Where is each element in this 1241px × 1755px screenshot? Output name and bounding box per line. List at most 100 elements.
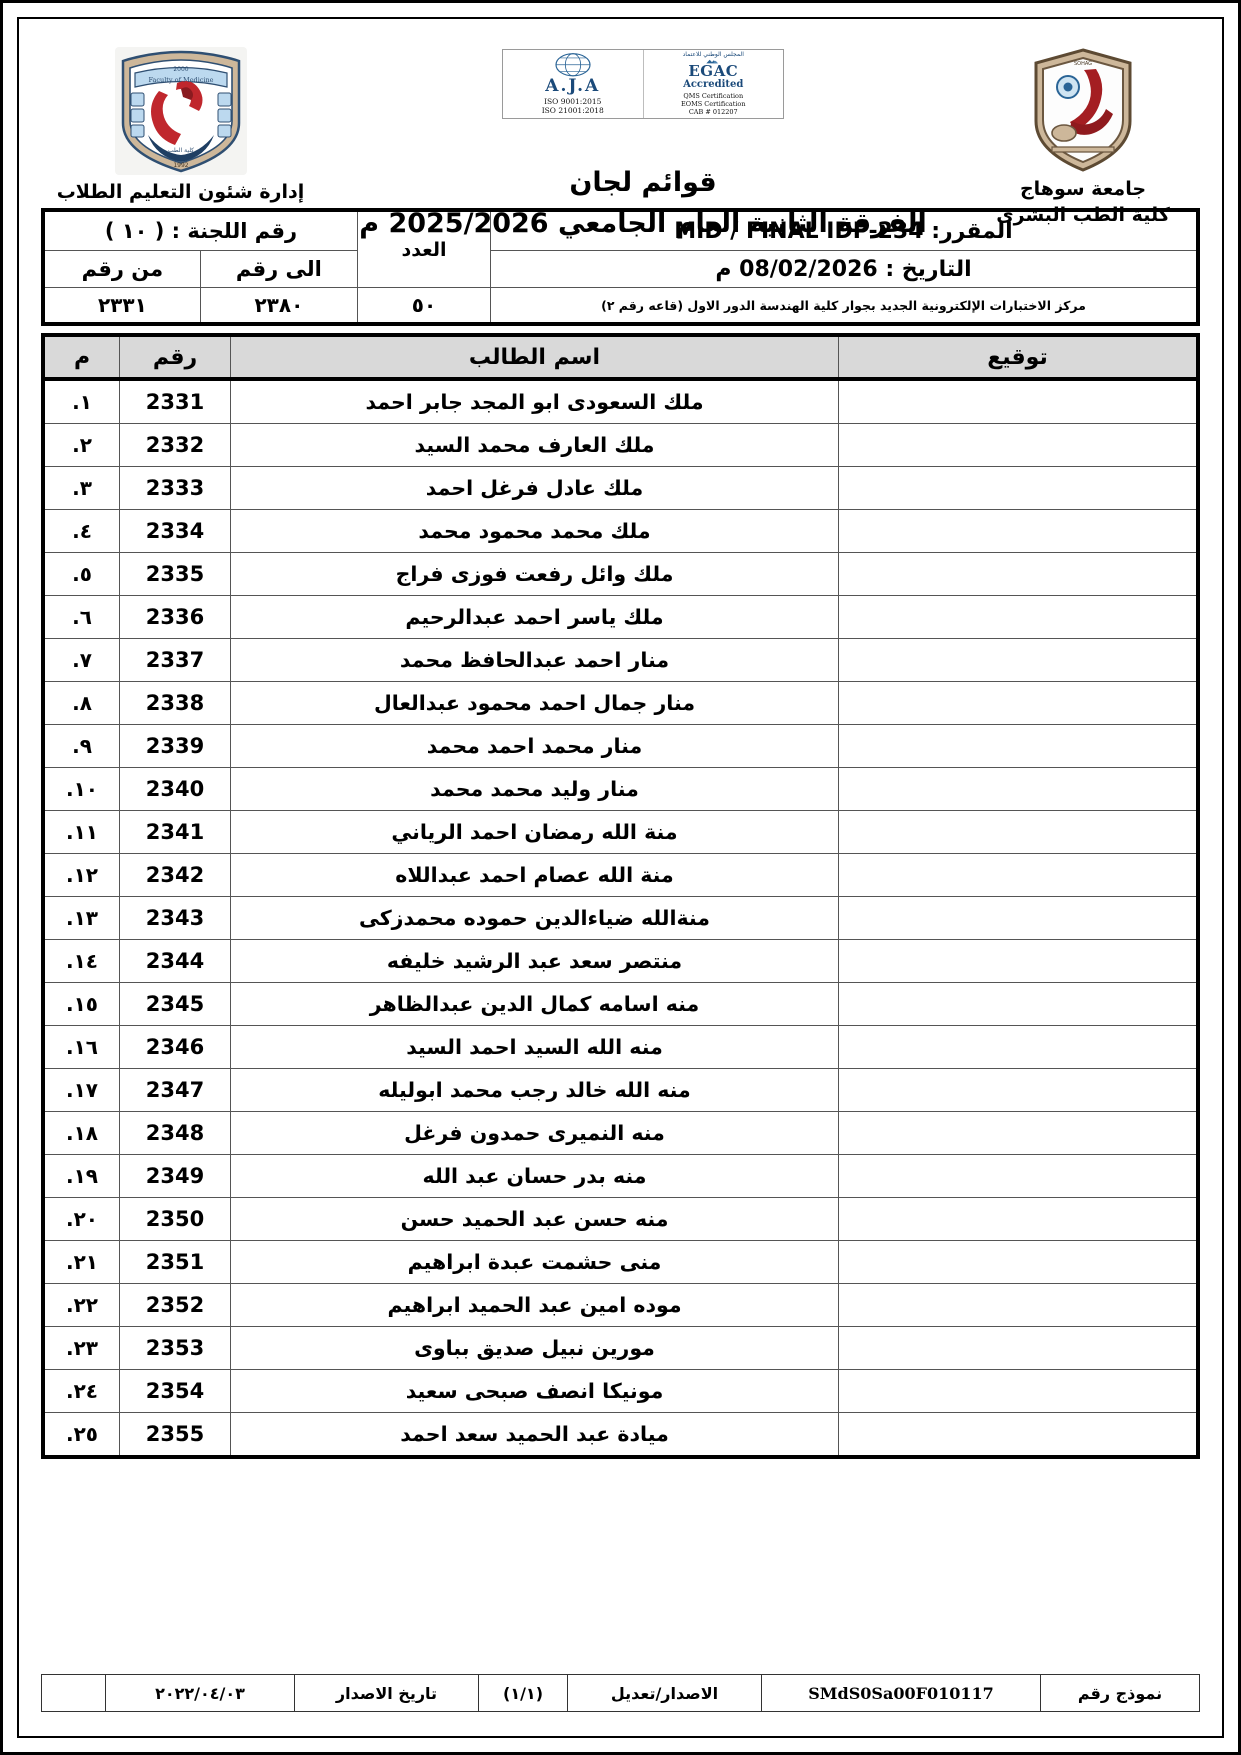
student-number-cell: 2337 (119, 638, 231, 682)
signature-cell[interactable] (838, 1197, 1199, 1241)
row-index-cell: ٢٠. (42, 1197, 120, 1241)
svg-text:كلية الطب: كلية الطب (167, 147, 193, 154)
signature-cell[interactable] (838, 1068, 1199, 1112)
signature-cell[interactable] (838, 509, 1199, 553)
to-number-label-cell: الى رقم (199, 250, 359, 288)
students-table-header-row: توقيع اسم الطالب رقم م (42, 334, 1199, 381)
signature-cell[interactable] (838, 1326, 1199, 1370)
student-name-cell: مونيكا انصف صبحى سعيد (230, 1369, 839, 1413)
egac-certificate-icon: المجلس الوطني للاعتماد EGAC Accredited Q… (642, 50, 784, 118)
column-header-name: اسم الطالب (230, 334, 839, 381)
student-number-cell: 2349 (119, 1154, 231, 1198)
student-name-cell: منه الله خالد رجب محمد ابوليله (230, 1068, 839, 1112)
row-index-cell: ١٥. (42, 982, 120, 1026)
row-index-cell: ١٧. (42, 1068, 120, 1112)
date-cell: التاريخ : 08/02/2026 م (490, 250, 1199, 288)
student-number-cell: 2348 (119, 1111, 231, 1155)
signature-cell[interactable] (838, 423, 1199, 467)
row-index-cell: ١٣. (42, 896, 120, 940)
signature-cell[interactable] (838, 378, 1199, 424)
committee-number-cell: رقم اللجنة : ( ١٠ ) (42, 209, 358, 251)
issue-date-label: تاريخ الاصدار (294, 1674, 479, 1712)
count-label-cell: العدد (357, 209, 491, 288)
signature-cell[interactable] (838, 466, 1199, 510)
egac-accredited-label: Accredited (683, 78, 744, 90)
signature-cell[interactable] (838, 810, 1199, 854)
signature-cell[interactable] (838, 767, 1199, 811)
info-row-course: المقرر: MID / FINAL IDP-234 العدد رقم ال… (42, 209, 1199, 288)
count-value-cell: ٥٠ (357, 287, 491, 325)
table-row: منه النميرى حمدون فرغل 2348 ١٨. (42, 1111, 1199, 1155)
row-index-cell: ٧. (42, 638, 120, 682)
signature-cell[interactable] (838, 1154, 1199, 1198)
row-index-cell: ٤. (42, 509, 120, 553)
student-number-cell: 2339 (119, 724, 231, 768)
row-index-cell: ٩. (42, 724, 120, 768)
student-number-cell: 2344 (119, 939, 231, 983)
signature-cell[interactable] (838, 1025, 1199, 1069)
exam-location-cell: مركز الاختبارات الإلكترونية الجديد بجوار… (490, 287, 1199, 325)
student-number-cell: 2341 (119, 810, 231, 854)
issue-revision-value: (١/١) (478, 1674, 568, 1712)
signature-cell[interactable] (838, 1412, 1199, 1458)
student-number-cell: 2346 (119, 1025, 231, 1069)
signature-cell[interactable] (838, 638, 1199, 682)
student-name-cell: منه اسامه كمال الدين عبدالظاهر (230, 982, 839, 1026)
table-row: منار وليد محمد محمد 2340 ١٠. (42, 767, 1199, 811)
svg-text:1992: 1992 (173, 162, 188, 169)
to-number-value-cell: ٢٣٨٠ (199, 287, 359, 325)
header-center-block: المجلس الوطني للاعتماد EGAC Accredited Q… (308, 47, 978, 241)
signature-cell[interactable] (838, 1369, 1199, 1413)
table-row: منة الله رمضان احمد الرياني 2341 ١١. (42, 810, 1199, 854)
table-row: ملك ياسر احمد عبدالرحيم 2336 ٦. (42, 595, 1199, 639)
row-index-cell: ١٢. (42, 853, 120, 897)
student-name-cell: مورين نبيل صديق بباوى (230, 1326, 839, 1370)
row-index-cell: ١٦. (42, 1025, 120, 1069)
signature-cell[interactable] (838, 982, 1199, 1026)
table-row: مونيكا انصف صبحى سعيد 2354 ٢٤. (42, 1369, 1199, 1413)
signature-cell[interactable] (838, 896, 1199, 940)
issue-revision-label: الاصدار/تعديل (567, 1674, 762, 1712)
student-name-cell: ملك محمد محمود محمد (230, 509, 839, 553)
signature-cell[interactable] (838, 1111, 1199, 1155)
student-name-cell: منه حسن عبد الحميد حسن (230, 1197, 839, 1241)
row-index-cell: ٢٤. (42, 1369, 120, 1413)
student-name-cell: ميادة عبد الحميد سعد احمد (230, 1412, 839, 1458)
signature-cell[interactable] (838, 595, 1199, 639)
header-administration-block: 2000 Faculty of Medicine كلية الطب 1992 … (53, 47, 308, 203)
signature-cell[interactable] (838, 1283, 1199, 1327)
signature-cell[interactable] (838, 552, 1199, 596)
student-number-cell: 2355 (119, 1412, 231, 1458)
footer-row: نموذج رقم SMdS0Sa00F010117 الاصدار/تعديل… (41, 1674, 1200, 1712)
egac-name-label: EGAC (688, 61, 739, 80)
table-row: منه الله السيد احمد السيد 2346 ١٦. (42, 1025, 1199, 1069)
signature-cell[interactable] (838, 1240, 1199, 1284)
signature-cell[interactable] (838, 939, 1199, 983)
student-name-cell: منار جمال احمد محمود عبدالعال (230, 681, 839, 725)
student-name-cell: منه الله السيد احمد السيد (230, 1025, 839, 1069)
student-name-cell: منار محمد احمد محمد (230, 724, 839, 768)
student-number-cell: 2353 (119, 1326, 231, 1370)
table-row: منى حشمت عبدة ابراهيم 2351 ٢١. (42, 1240, 1199, 1284)
document-header: SOHAG جامعة سوهاج كلية الطب البشرى المجل… (19, 19, 1222, 239)
student-number-cell: 2338 (119, 681, 231, 725)
table-row: ملك وائل رفعت فوزى فراج 2335 ٥. (42, 552, 1199, 596)
model-number-value: SMdS0Sa00F010117 (761, 1674, 1041, 1712)
signature-cell[interactable] (838, 724, 1199, 768)
row-index-cell: ٦. (42, 595, 120, 639)
student-name-cell: ملك عادل فرغل احمد (230, 466, 839, 510)
administration-label: إدارة شئون التعليم الطلاب (56, 181, 305, 203)
signature-cell[interactable] (838, 681, 1199, 725)
table-row: ملك العارف محمد السيد 2332 ٢. (42, 423, 1199, 467)
table-row: منه الله خالد رجب محمد ابوليله 2347 ١٧. (42, 1068, 1199, 1112)
aja-certificate-icon: A.J.A ISO 9001:2015 ISO 21001:2018 (503, 50, 643, 118)
from-number-label-cell: من رقم (42, 250, 201, 288)
iso-standards-lines: ISO 9001:2015 ISO 21001:2018 (541, 96, 604, 116)
signature-cell[interactable] (838, 853, 1199, 897)
row-index-cell: ١٨. (42, 1111, 120, 1155)
row-index-cell: ٣. (42, 466, 120, 510)
students-section: توقيع اسم الطالب رقم م ملك السعودى ابو ا… (19, 333, 1222, 1459)
faculty-of-medicine-logo-icon: 2000 Faculty of Medicine كلية الطب 1992 (114, 47, 247, 175)
aja-name-label: A.J.A (545, 75, 601, 96)
